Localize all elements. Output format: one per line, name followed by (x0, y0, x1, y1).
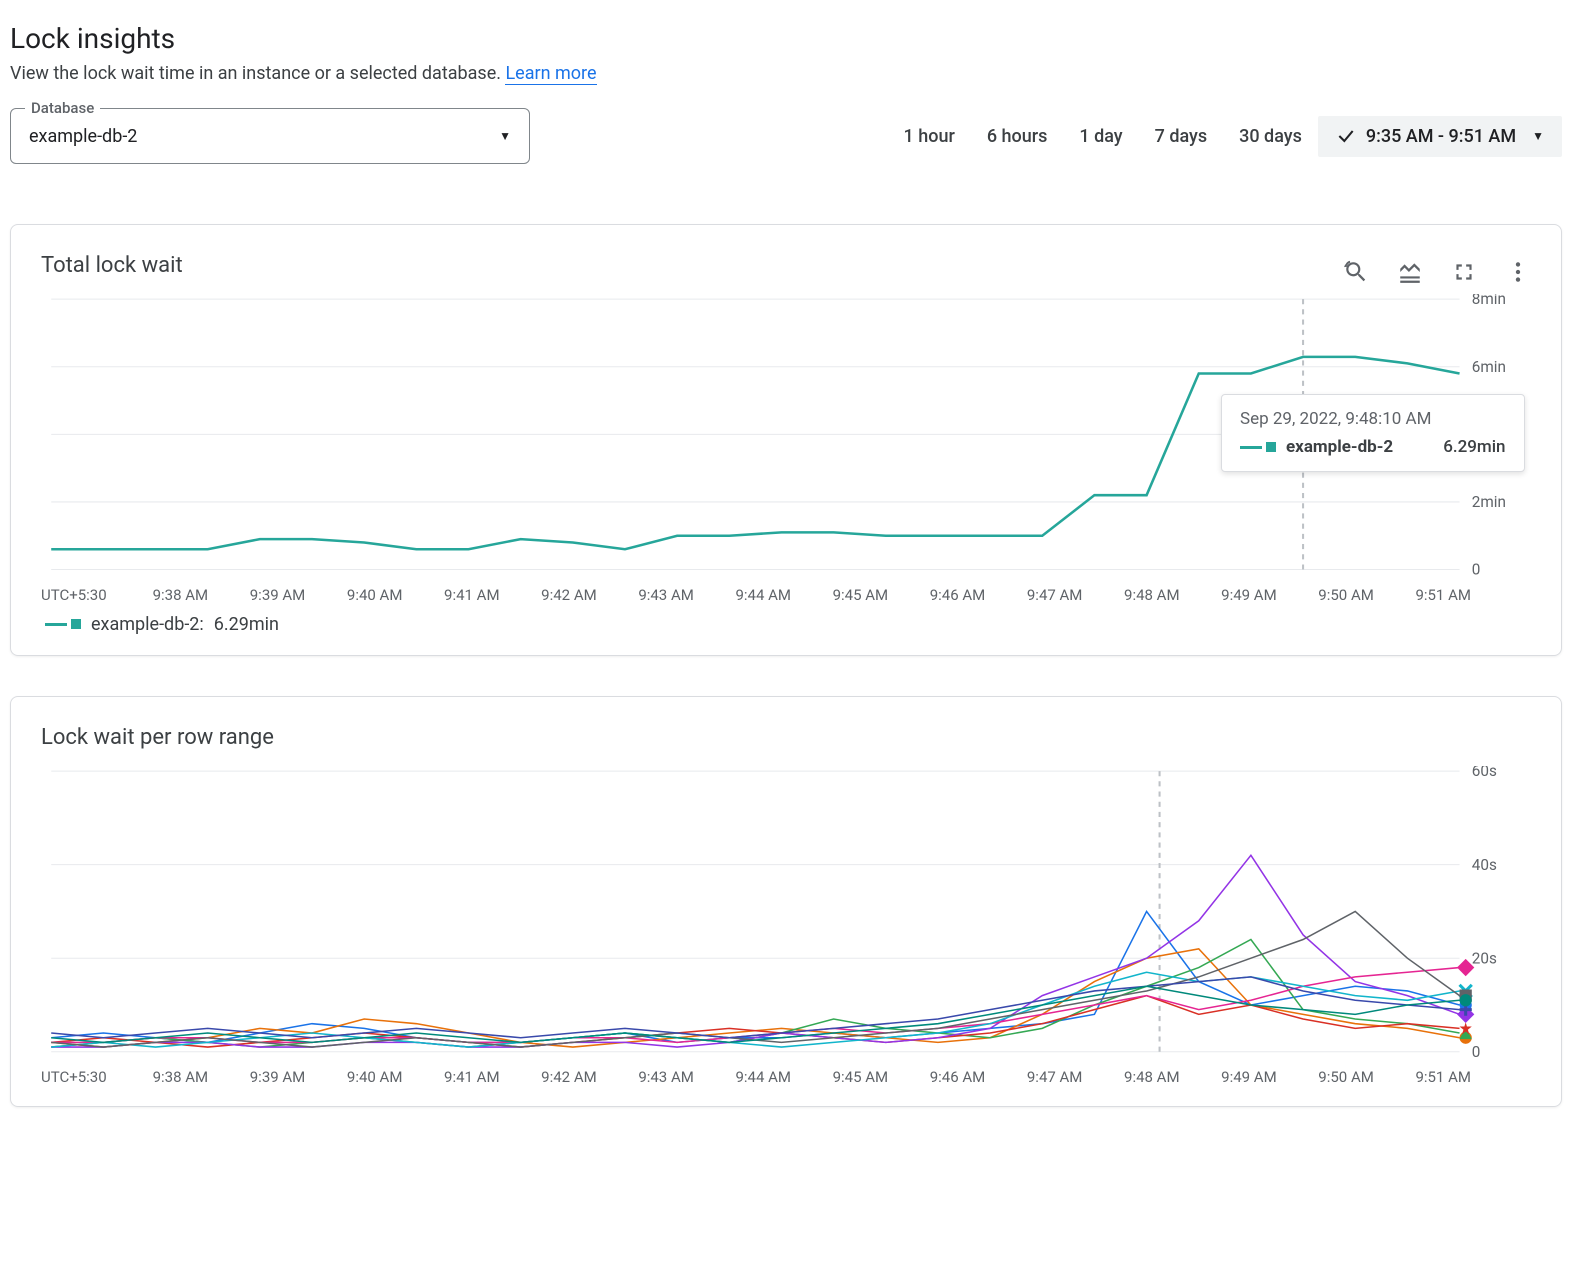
legend-series-name: example-db-2: (91, 614, 204, 635)
time-option-1d[interactable]: 1 day (1063, 116, 1138, 157)
time-range-custom[interactable]: 9:35 AM - 9:51 AM ▼ (1318, 116, 1562, 157)
subtitle-text: View the lock wait time in an instance o… (10, 63, 505, 84)
svg-text:2min: 2min (1472, 493, 1506, 511)
svg-text:0: 0 (1472, 561, 1481, 579)
database-select-value: example-db-2 (29, 126, 137, 147)
dropdown-arrow-icon: ▼ (499, 129, 511, 143)
chart1-legend: example-db-2: 6.29min (45, 614, 1531, 635)
time-option-7d[interactable]: 7 days (1139, 116, 1224, 157)
page-title: Lock insights (10, 22, 1562, 55)
svg-text:8min: 8min (1472, 294, 1506, 308)
svg-text:40s: 40s (1472, 856, 1497, 874)
chart-title: Lock wait per row range (41, 725, 1531, 750)
chart1-x-axis: UTC+5:309:38 AM9:39 AM9:40 AM9:41 AM9:42… (41, 580, 1531, 604)
more-options-icon[interactable] (1505, 259, 1531, 285)
legend-series-value: 6.29min (214, 614, 279, 635)
chart1-plot-area[interactable]: 02min4min6min8min Sep 29, 2022, 9:48:10 … (41, 294, 1531, 580)
svg-text:0: 0 (1472, 1043, 1481, 1061)
time-option-1h[interactable]: 1 hour (888, 116, 971, 157)
page-subtitle: View the lock wait time in an instance o… (10, 63, 1562, 84)
chart2-x-axis: UTC+5:309:38 AM9:39 AM9:40 AM9:41 AM9:42… (41, 1062, 1531, 1086)
total-lock-wait-card: Total lock wait 02min4min6min8min Sep 29… (10, 224, 1562, 656)
fullscreen-icon[interactable] (1451, 259, 1477, 285)
tooltip-swatch (1240, 442, 1276, 452)
time-option-30d[interactable]: 30 days (1223, 116, 1318, 157)
tooltip-series-name: example-db-2 (1286, 437, 1393, 457)
lock-wait-per-row-card: Lock wait per row range 0 20s 40s 60s UTC+5… (10, 696, 1562, 1107)
reset-zoom-icon[interactable] (1343, 259, 1369, 285)
database-select[interactable]: Database example-db-2 ▼ (10, 108, 530, 164)
database-select-label: Database (25, 99, 100, 117)
time-range-picker: 1 hour 6 hours 1 day 7 days 30 days 9:35… (888, 116, 1562, 157)
svg-text:6min: 6min (1472, 358, 1506, 376)
chart2-plot-area[interactable]: 0 20s 40s 60s (41, 766, 1531, 1062)
time-range-text: 9:35 AM - 9:51 AM (1366, 126, 1516, 147)
tooltip-timestamp: Sep 29, 2022, 9:48:10 AM (1240, 409, 1506, 429)
tooltip-value: 6.29min (1443, 437, 1505, 457)
check-icon (1336, 126, 1356, 146)
svg-text:60s: 60s (1472, 766, 1497, 780)
svg-text:20s: 20s (1472, 949, 1497, 967)
time-option-6h[interactable]: 6 hours (971, 116, 1064, 157)
chart-tooltip: Sep 29, 2022, 9:48:10 AM example-db-2 6.… (1221, 394, 1525, 472)
chart-title: Total lock wait (41, 253, 183, 278)
legend-toggle-icon[interactable] (1397, 259, 1423, 285)
learn-more-link[interactable]: Learn more (505, 63, 596, 85)
dropdown-arrow-icon: ▼ (1532, 129, 1544, 143)
